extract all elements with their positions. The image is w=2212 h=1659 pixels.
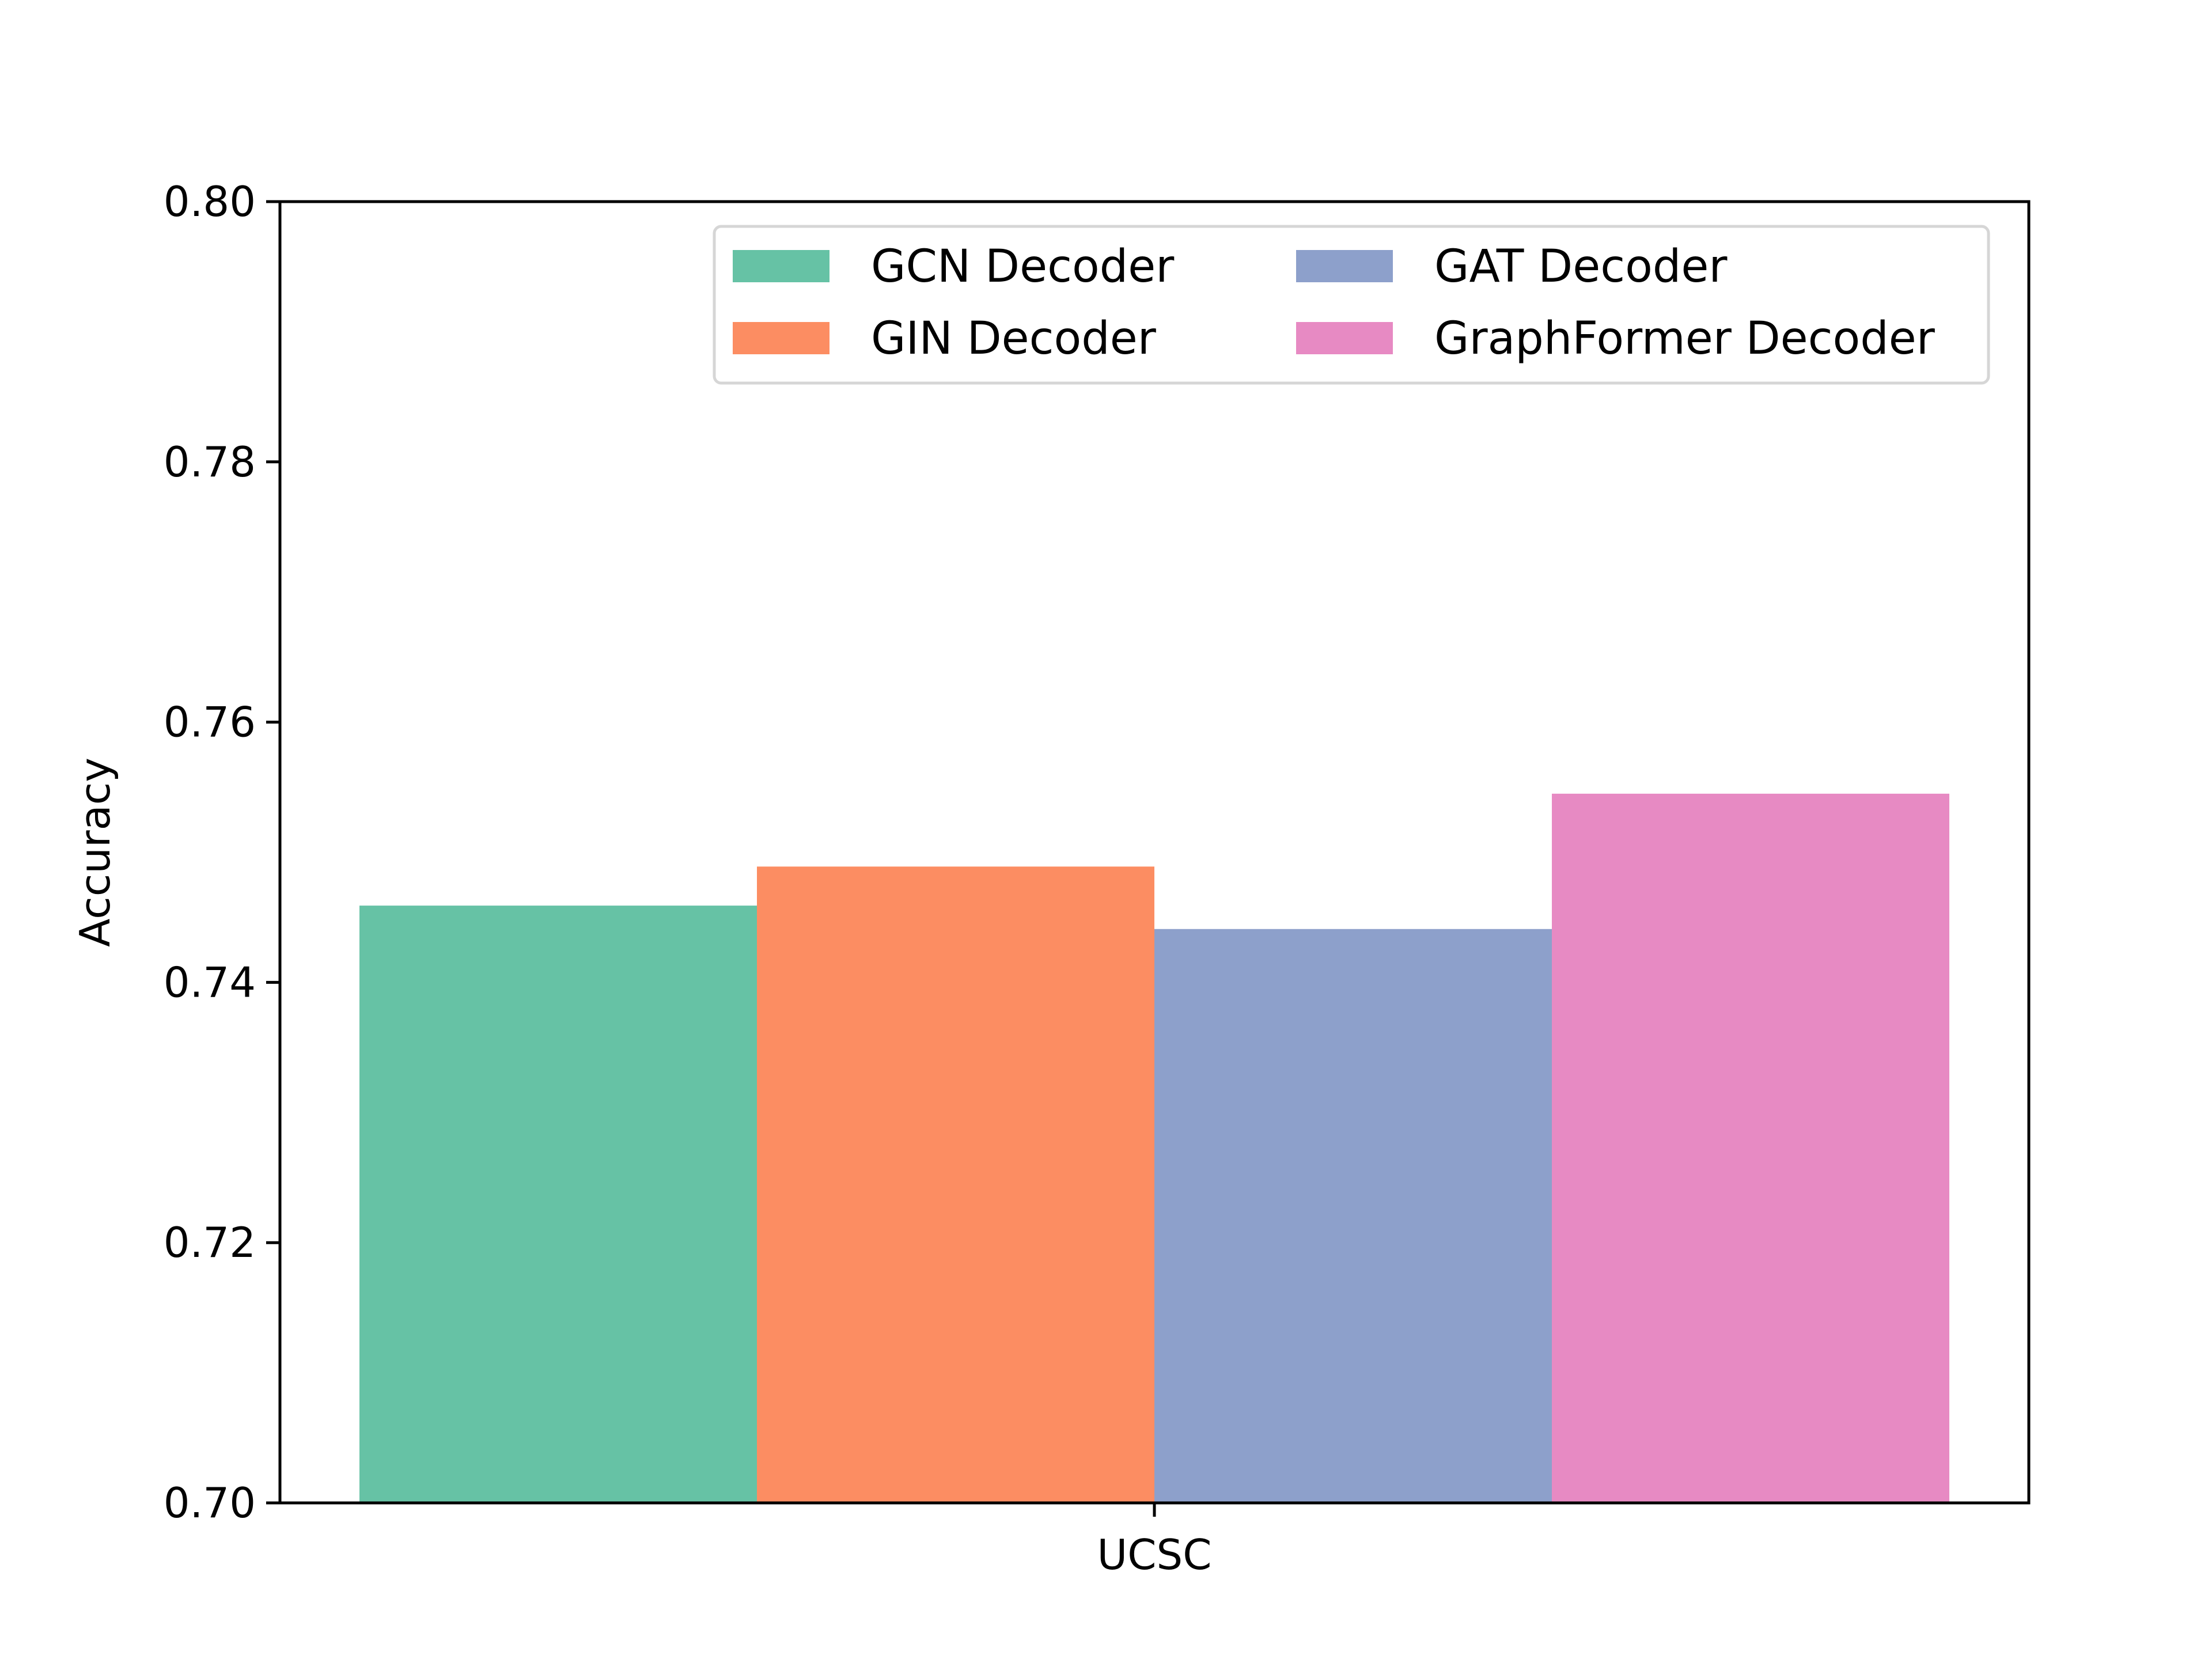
legend-label-gin-decoder: GIN Decoder bbox=[871, 313, 1157, 365]
y-tick-label: 0.70 bbox=[164, 1479, 256, 1527]
x-axis: UCSC bbox=[1097, 1503, 1212, 1579]
legend: GCN Decoder GIN Decoder GAT Decoder GraphFo… bbox=[713, 225, 1990, 385]
y-tick-label: 0.78 bbox=[164, 438, 256, 486]
legend-swatch-gin-decoder bbox=[733, 322, 830, 354]
legend-swatch-graphformer-decoder bbox=[1296, 322, 1393, 354]
legend-label-gcn-decoder: GCN Decoder bbox=[871, 241, 1175, 293]
y-tick-label: 0.80 bbox=[164, 177, 256, 226]
legend-swatch-gat-decoder bbox=[1296, 250, 1393, 282]
x-tick-label: UCSC bbox=[1097, 1531, 1212, 1579]
y-tick-label: 0.76 bbox=[164, 698, 256, 747]
bar-gcn-decoder bbox=[359, 906, 757, 1503]
y-tick-label: 0.72 bbox=[164, 1218, 256, 1267]
bar-gin-decoder bbox=[757, 866, 1154, 1503]
legend-label-gat-decoder: GAT Decoder bbox=[1434, 241, 1728, 293]
y-tick-label: 0.74 bbox=[164, 958, 256, 1006]
y-axis: 0.70 0.72 0.74 0.76 0.78 0.80 bbox=[164, 177, 280, 1527]
y-axis-label: Accuracy bbox=[71, 757, 119, 947]
legend-swatch-gcn-decoder bbox=[733, 250, 830, 282]
bar-gat-decoder bbox=[1154, 929, 1552, 1503]
bar-graphformer-decoder bbox=[1552, 793, 1949, 1503]
bars bbox=[359, 793, 1949, 1503]
legend-box bbox=[713, 225, 1990, 385]
legend-label-graphformer-decoder: GraphFormer Decoder bbox=[1434, 313, 1936, 365]
